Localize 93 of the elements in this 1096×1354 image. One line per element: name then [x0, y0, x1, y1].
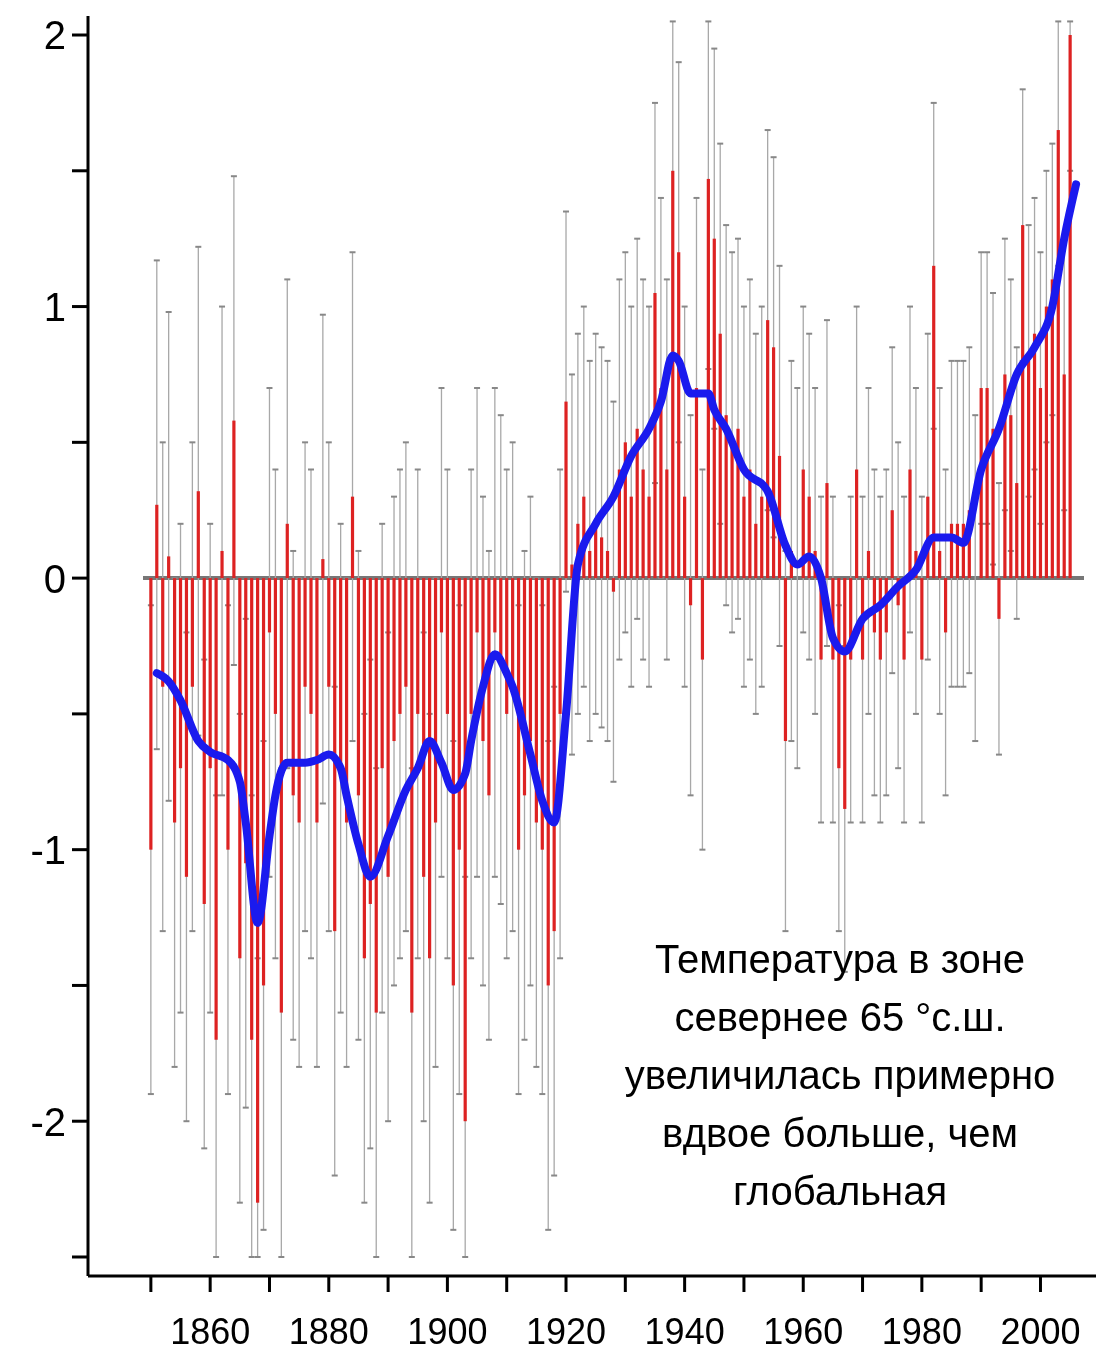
bar: [706, 178, 710, 579]
bar: [825, 483, 829, 579]
x-tick-label: 1900: [407, 1311, 488, 1352]
x-tick-label: 1960: [763, 1311, 844, 1352]
bar: [600, 537, 604, 579]
bar: [611, 578, 616, 592]
bar: [190, 578, 194, 687]
x-tick-label: 2000: [1000, 1311, 1081, 1352]
bar: [920, 578, 924, 660]
bar: [285, 523, 289, 579]
bar: [445, 578, 449, 714]
bar: [1027, 360, 1031, 579]
bar: [386, 578, 390, 877]
bar: [866, 550, 871, 579]
x-tick-label: 1940: [644, 1311, 725, 1352]
bar: [273, 578, 278, 714]
bar: [410, 578, 414, 1013]
bar: [374, 578, 378, 1013]
bar: [226, 578, 230, 850]
y-tick-label: -2: [30, 1099, 66, 1144]
bar: [938, 550, 942, 579]
bar: [232, 420, 236, 579]
bar: [167, 556, 171, 579]
bar: [404, 578, 408, 687]
bar: [309, 578, 313, 714]
bar: [416, 578, 420, 714]
bar: [428, 578, 432, 959]
bar: [1062, 374, 1066, 579]
bar: [932, 265, 936, 579]
bar: [985, 388, 989, 579]
y-tick-label: 0: [43, 556, 66, 601]
bar: [558, 578, 562, 714]
bar: [760, 496, 764, 579]
bar: [683, 496, 687, 579]
bar: [220, 550, 224, 579]
bar: [647, 496, 651, 579]
bar: [267, 578, 272, 633]
bar: [368, 578, 372, 904]
annotation: Температура в зоне севернее 65 °с.ш. увеличилась примерно вдвое больше, чем глобальная: [624, 937, 1056, 1213]
bar: [843, 578, 847, 809]
bar: [671, 170, 675, 579]
bar: [439, 578, 444, 633]
bar: [546, 578, 550, 986]
bar: [700, 578, 705, 660]
bar: [754, 523, 758, 579]
bar: [855, 469, 859, 579]
bar: [665, 469, 669, 579]
bar: [1009, 415, 1013, 579]
bar: [890, 510, 894, 579]
bar: [333, 578, 337, 932]
bar: [321, 559, 325, 579]
bar: [469, 578, 473, 714]
bar: [528, 578, 533, 742]
y-tick-label: -1: [30, 828, 66, 873]
bar: [297, 578, 301, 823]
bar: [629, 496, 633, 579]
bar: [783, 578, 788, 742]
x-tick-label: 1980: [881, 1311, 962, 1352]
bar: [564, 401, 568, 579]
bar: [356, 578, 361, 796]
bar: [493, 578, 497, 633]
bar: [694, 388, 699, 579]
bar: [291, 578, 295, 796]
x-tick-label: 1860: [170, 1311, 251, 1352]
bar: [688, 578, 693, 606]
bar: [943, 578, 948, 633]
bar: [398, 578, 402, 714]
bar: [315, 578, 319, 823]
bar: [327, 578, 331, 687]
bar: [653, 292, 657, 579]
bar: [997, 578, 1001, 619]
bar: [380, 578, 384, 769]
x-tick-label: 1880: [288, 1311, 369, 1352]
x-tick-label: 1920: [525, 1311, 607, 1352]
bar: [742, 496, 746, 579]
bar: [451, 578, 455, 986]
y-tick-label: 1: [43, 284, 66, 329]
bar: [1015, 483, 1019, 579]
bar: [605, 550, 610, 579]
bar: [475, 578, 479, 633]
bar: [350, 496, 355, 579]
bar: [214, 578, 218, 1040]
bar: [149, 578, 153, 850]
bar: [588, 550, 592, 579]
bar: [1021, 225, 1025, 579]
bar: [392, 578, 396, 742]
bar: [303, 578, 307, 687]
bar: [196, 491, 200, 579]
y-tick-label: 2: [43, 13, 66, 58]
bar: [155, 504, 159, 579]
bar: [202, 578, 206, 904]
bar: [641, 469, 645, 579]
bar: [1038, 388, 1043, 579]
